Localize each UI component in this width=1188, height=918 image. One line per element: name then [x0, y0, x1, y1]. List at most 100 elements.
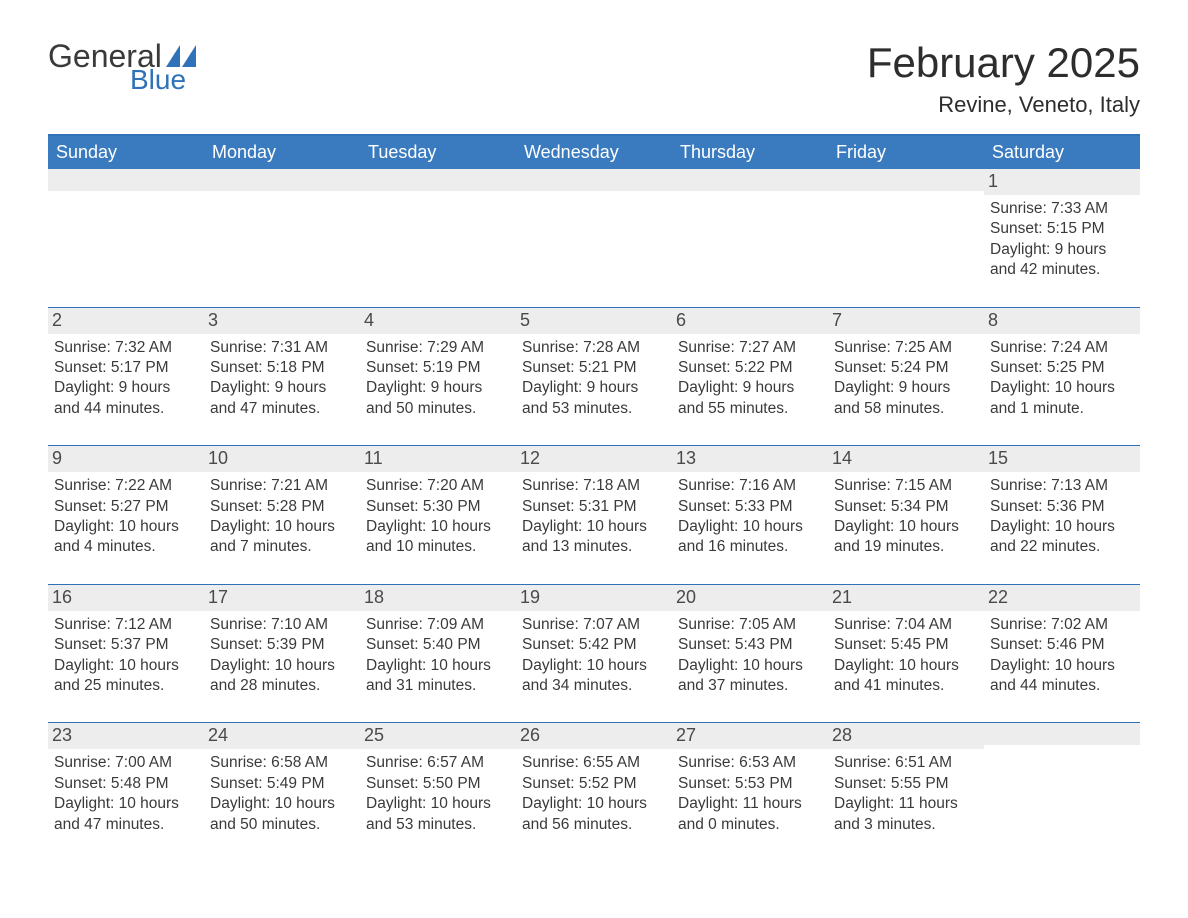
calendar-day-cell: 27Sunrise: 6:53 AMSunset: 5:53 PMDayligh…	[672, 723, 828, 837]
calendar-empty-cell	[516, 169, 672, 283]
day-number: 26	[516, 723, 672, 749]
sunrise-text: Sunrise: 7:04 AM	[834, 615, 978, 635]
daylight-text: and 47 minutes.	[54, 815, 198, 835]
sunrise-text: Sunrise: 6:53 AM	[678, 753, 822, 773]
weekday-header: Friday	[828, 136, 984, 169]
daylight-text: Daylight: 10 hours	[834, 517, 978, 537]
day-number: 14	[828, 446, 984, 472]
day-number: 13	[672, 446, 828, 472]
day-number: 11	[360, 446, 516, 472]
daylight-text: Daylight: 10 hours	[54, 794, 198, 814]
day-number: 21	[828, 585, 984, 611]
day-details: Sunrise: 6:58 AMSunset: 5:49 PMDaylight:…	[210, 753, 354, 835]
day-details: Sunrise: 7:13 AMSunset: 5:36 PMDaylight:…	[990, 476, 1134, 558]
calendar-week-row: 2Sunrise: 7:32 AMSunset: 5:17 PMDaylight…	[48, 307, 1140, 446]
day-number: 27	[672, 723, 828, 749]
sunset-text: Sunset: 5:37 PM	[54, 635, 198, 655]
daylight-text: and 50 minutes.	[366, 399, 510, 419]
sunset-text: Sunset: 5:24 PM	[834, 358, 978, 378]
daylight-text: Daylight: 9 hours	[210, 378, 354, 398]
daylight-text: and 34 minutes.	[522, 676, 666, 696]
calendar-day-cell: 19 Sunrise: 7:07 AMSunset: 5:42 PMDayligh…	[516, 585, 672, 699]
sunset-text: Sunset: 5:40 PM	[366, 635, 510, 655]
daylight-text: Daylight: 9 hours	[522, 378, 666, 398]
sunset-text: Sunset: 5:33 PM	[678, 497, 822, 517]
calendar-day-cell: 4Sunrise: 7:29 AMSunset: 5:19 PMDaylight…	[360, 308, 516, 422]
day-number: 1	[984, 169, 1140, 195]
daylight-text: and 16 minutes.	[678, 537, 822, 557]
daylight-text: and 10 minutes.	[366, 537, 510, 557]
day-details: Sunrise: 7:12 AMSunset: 5:37 PMDaylight:…	[54, 615, 198, 697]
sunset-text: Sunset: 5:43 PM	[678, 635, 822, 655]
sunrise-text: Sunrise: 7:16 AM	[678, 476, 822, 496]
calendar-day-cell: 23Sunrise: 7:00 AMSunset: 5:48 PMDayligh…	[48, 723, 204, 837]
calendar-day-cell: 24Sunrise: 6:58 AMSunset: 5:49 PMDayligh…	[204, 723, 360, 837]
calendar-week-row: 23Sunrise: 7:00 AMSunset: 5:48 PMDayligh…	[48, 722, 1140, 861]
day-details: Sunrise: 7:02 AMSunset: 5:46 PMDaylight:…	[990, 615, 1134, 697]
weekday-header: Saturday	[984, 136, 1140, 169]
day-details: Sunrise: 7:25 AMSunset: 5:24 PMDaylight:…	[834, 338, 978, 420]
sunrise-text: Sunrise: 7:05 AM	[678, 615, 822, 635]
calendar-day-cell: 28Sunrise: 6:51 AMSunset: 5:55 PMDayligh…	[828, 723, 984, 837]
daylight-text: Daylight: 11 hours	[678, 794, 822, 814]
calendar-day-cell: 1Sunrise: 7:33 AMSunset: 5:15 PMDaylight…	[984, 169, 1140, 283]
location-label: Revine, Veneto, Italy	[867, 92, 1140, 118]
calendar-day-cell: 7 Sunrise: 7:25 AMSunset: 5:24 PMDaylight…	[828, 308, 984, 422]
calendar-week-row: 9Sunrise: 7:22 AMSunset: 5:27 PMDaylight…	[48, 445, 1140, 584]
day-details: Sunrise: 7:27 AMSunset: 5:22 PMDaylight:…	[678, 338, 822, 420]
day-number	[516, 169, 672, 191]
sunrise-text: Sunrise: 7:31 AM	[210, 338, 354, 358]
daylight-text: Daylight: 10 hours	[210, 517, 354, 537]
month-title: February 2025	[867, 40, 1140, 86]
daylight-text: and 0 minutes.	[678, 815, 822, 835]
daylight-text: and 25 minutes.	[54, 676, 198, 696]
day-number	[360, 169, 516, 191]
daylight-text: Daylight: 9 hours	[54, 378, 198, 398]
day-number: 5	[516, 308, 672, 334]
calendar-day-cell: 10Sunrise: 7:21 AMSunset: 5:28 PMDayligh…	[204, 446, 360, 560]
day-details: Sunrise: 7:09 AMSunset: 5:40 PMDaylight:…	[366, 615, 510, 697]
calendar-day-cell: 6Sunrise: 7:27 AMSunset: 5:22 PMDaylight…	[672, 308, 828, 422]
daylight-text: and 53 minutes.	[366, 815, 510, 835]
sunrise-text: Sunrise: 6:51 AM	[834, 753, 978, 773]
calendar-day-cell: 14Sunrise: 7:15 AMSunset: 5:34 PMDayligh…	[828, 446, 984, 560]
daylight-text: and 13 minutes.	[522, 537, 666, 557]
day-number: 7	[828, 308, 984, 334]
calendar-grid: Sunday Monday Tuesday Wednesday Thursday…	[48, 134, 1140, 861]
sunrise-text: Sunrise: 7:21 AM	[210, 476, 354, 496]
sunrise-text: Sunrise: 7:15 AM	[834, 476, 978, 496]
calendar-day-cell: 15Sunrise: 7:13 AMSunset: 5:36 PMDayligh…	[984, 446, 1140, 560]
daylight-text: Daylight: 11 hours	[834, 794, 978, 814]
sunrise-text: Sunrise: 7:29 AM	[366, 338, 510, 358]
calendar-week-row: 1Sunrise: 7:33 AMSunset: 5:15 PMDaylight…	[48, 169, 1140, 307]
day-details: Sunrise: 7:20 AMSunset: 5:30 PMDaylight:…	[366, 476, 510, 558]
sunset-text: Sunset: 5:17 PM	[54, 358, 198, 378]
sunrise-text: Sunrise: 7:28 AM	[522, 338, 666, 358]
daylight-text: and 53 minutes.	[522, 399, 666, 419]
sunrise-text: Sunrise: 7:10 AM	[210, 615, 354, 635]
day-number: 16	[48, 585, 204, 611]
daylight-text: Daylight: 10 hours	[522, 517, 666, 537]
sunset-text: Sunset: 5:22 PM	[678, 358, 822, 378]
sunset-text: Sunset: 5:31 PM	[522, 497, 666, 517]
daylight-text: Daylight: 9 hours	[366, 378, 510, 398]
calendar-day-cell: 16 Sunrise: 7:12 AMSunset: 5:37 PMDayligh…	[48, 585, 204, 699]
daylight-text: Daylight: 10 hours	[366, 656, 510, 676]
day-details: Sunrise: 7:00 AMSunset: 5:48 PMDaylight:…	[54, 753, 198, 835]
sunset-text: Sunset: 5:15 PM	[990, 219, 1134, 239]
daylight-text: and 55 minutes.	[678, 399, 822, 419]
calendar-week-row: 16 Sunrise: 7:12 AMSunset: 5:37 PMDayligh…	[48, 584, 1140, 723]
day-number	[828, 169, 984, 191]
calendar-day-cell: 8Sunrise: 7:24 AMSunset: 5:25 PMDaylight…	[984, 308, 1140, 422]
day-details: Sunrise: 6:57 AMSunset: 5:50 PMDaylight:…	[366, 753, 510, 835]
sunset-text: Sunset: 5:19 PM	[366, 358, 510, 378]
day-details: Sunrise: 7:16 AMSunset: 5:33 PMDaylight:…	[678, 476, 822, 558]
day-number: 9	[48, 446, 204, 472]
calendar-empty-cell	[360, 169, 516, 283]
day-details: Sunrise: 7:24 AMSunset: 5:25 PMDaylight:…	[990, 338, 1134, 420]
sunset-text: Sunset: 5:45 PM	[834, 635, 978, 655]
day-details: Sunrise: 7:07 AMSunset: 5:42 PMDaylight:…	[522, 615, 666, 697]
day-number	[204, 169, 360, 191]
day-number: 19	[516, 585, 672, 611]
calendar-day-cell: 9Sunrise: 7:22 AMSunset: 5:27 PMDaylight…	[48, 446, 204, 560]
